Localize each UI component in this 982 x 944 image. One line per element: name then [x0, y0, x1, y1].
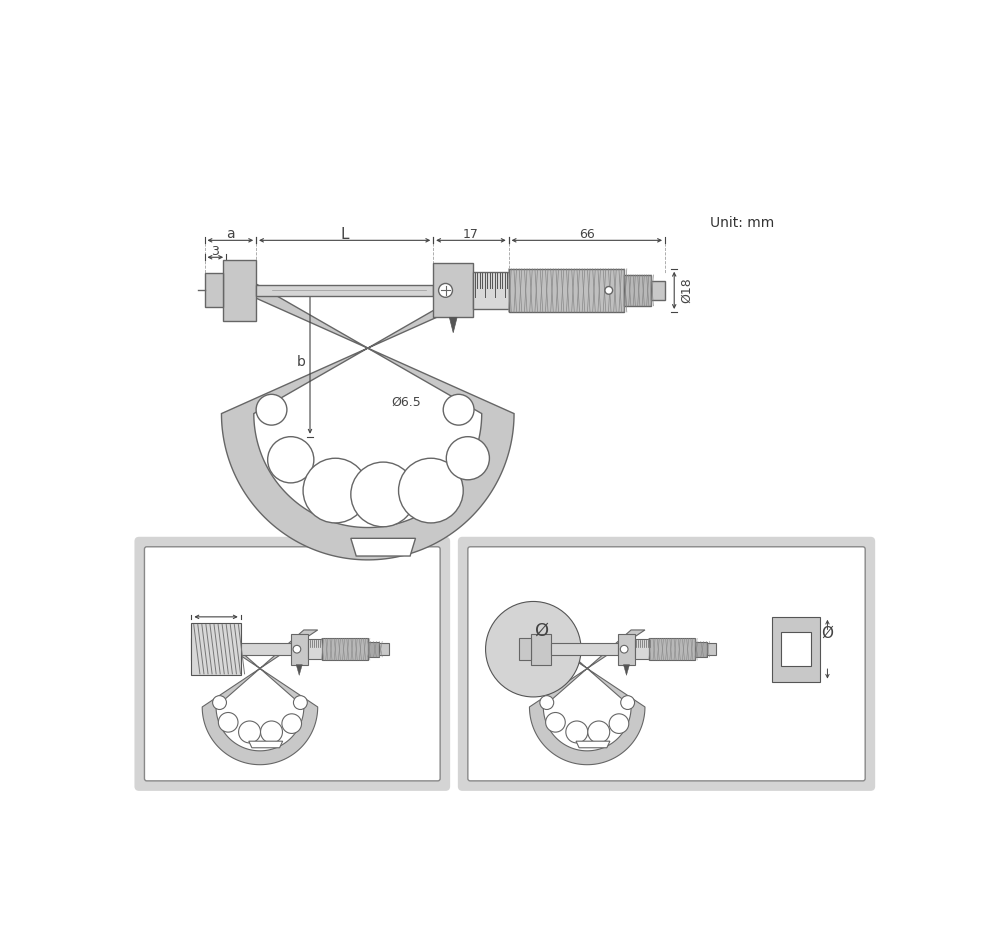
FancyBboxPatch shape: [144, 547, 440, 781]
Circle shape: [446, 437, 489, 480]
Circle shape: [260, 721, 283, 743]
Text: 66: 66: [579, 228, 595, 241]
Text: b: b: [297, 355, 305, 368]
Polygon shape: [256, 285, 433, 295]
Circle shape: [439, 283, 453, 297]
Polygon shape: [351, 538, 415, 556]
Polygon shape: [531, 633, 551, 665]
Polygon shape: [450, 317, 457, 332]
Circle shape: [609, 714, 628, 733]
Circle shape: [485, 601, 581, 697]
Polygon shape: [707, 643, 716, 655]
Circle shape: [293, 646, 300, 653]
Polygon shape: [782, 632, 810, 666]
Circle shape: [294, 696, 307, 710]
Circle shape: [540, 696, 554, 710]
Polygon shape: [625, 275, 651, 306]
Circle shape: [621, 696, 634, 710]
Polygon shape: [307, 639, 321, 659]
Circle shape: [256, 395, 287, 425]
Circle shape: [303, 458, 367, 523]
Text: Ø18: Ø18: [681, 278, 693, 303]
Polygon shape: [551, 643, 618, 655]
Polygon shape: [191, 638, 203, 660]
Polygon shape: [509, 269, 625, 312]
Text: Ø6.5: Ø6.5: [391, 396, 420, 409]
Circle shape: [621, 646, 628, 653]
Circle shape: [566, 721, 588, 743]
Circle shape: [282, 714, 301, 733]
Polygon shape: [529, 630, 645, 765]
Polygon shape: [576, 741, 610, 748]
Text: L: L: [341, 227, 349, 242]
Polygon shape: [473, 272, 509, 309]
Text: Ø: Ø: [822, 626, 834, 641]
Circle shape: [546, 713, 566, 733]
Polygon shape: [367, 642, 379, 657]
Circle shape: [351, 463, 415, 527]
Text: Unit: mm: Unit: mm: [710, 216, 775, 230]
Polygon shape: [203, 633, 224, 665]
Text: 17: 17: [463, 228, 479, 241]
Polygon shape: [224, 643, 291, 655]
FancyBboxPatch shape: [135, 537, 450, 791]
Polygon shape: [635, 639, 649, 659]
Polygon shape: [618, 633, 635, 665]
Circle shape: [268, 437, 314, 483]
Circle shape: [443, 395, 474, 425]
Circle shape: [239, 721, 260, 743]
Text: 3: 3: [211, 244, 219, 258]
Polygon shape: [695, 642, 707, 657]
Text: a: a: [226, 228, 235, 241]
Polygon shape: [191, 623, 241, 675]
Polygon shape: [223, 260, 256, 321]
Circle shape: [605, 287, 613, 295]
Polygon shape: [518, 638, 531, 660]
FancyBboxPatch shape: [458, 537, 875, 791]
Text: Ø: Ø: [534, 621, 548, 639]
Polygon shape: [772, 616, 820, 682]
Polygon shape: [297, 665, 302, 675]
Polygon shape: [222, 282, 514, 560]
Polygon shape: [291, 633, 307, 665]
Circle shape: [399, 458, 464, 523]
Polygon shape: [651, 281, 665, 299]
Polygon shape: [321, 638, 367, 660]
Polygon shape: [433, 263, 473, 317]
Polygon shape: [248, 741, 283, 748]
Polygon shape: [624, 665, 629, 675]
Polygon shape: [379, 643, 389, 655]
Circle shape: [218, 713, 238, 733]
Circle shape: [588, 721, 610, 743]
FancyBboxPatch shape: [467, 547, 865, 781]
Polygon shape: [649, 638, 695, 660]
Circle shape: [212, 696, 227, 710]
Polygon shape: [202, 630, 318, 765]
Polygon shape: [204, 274, 223, 308]
